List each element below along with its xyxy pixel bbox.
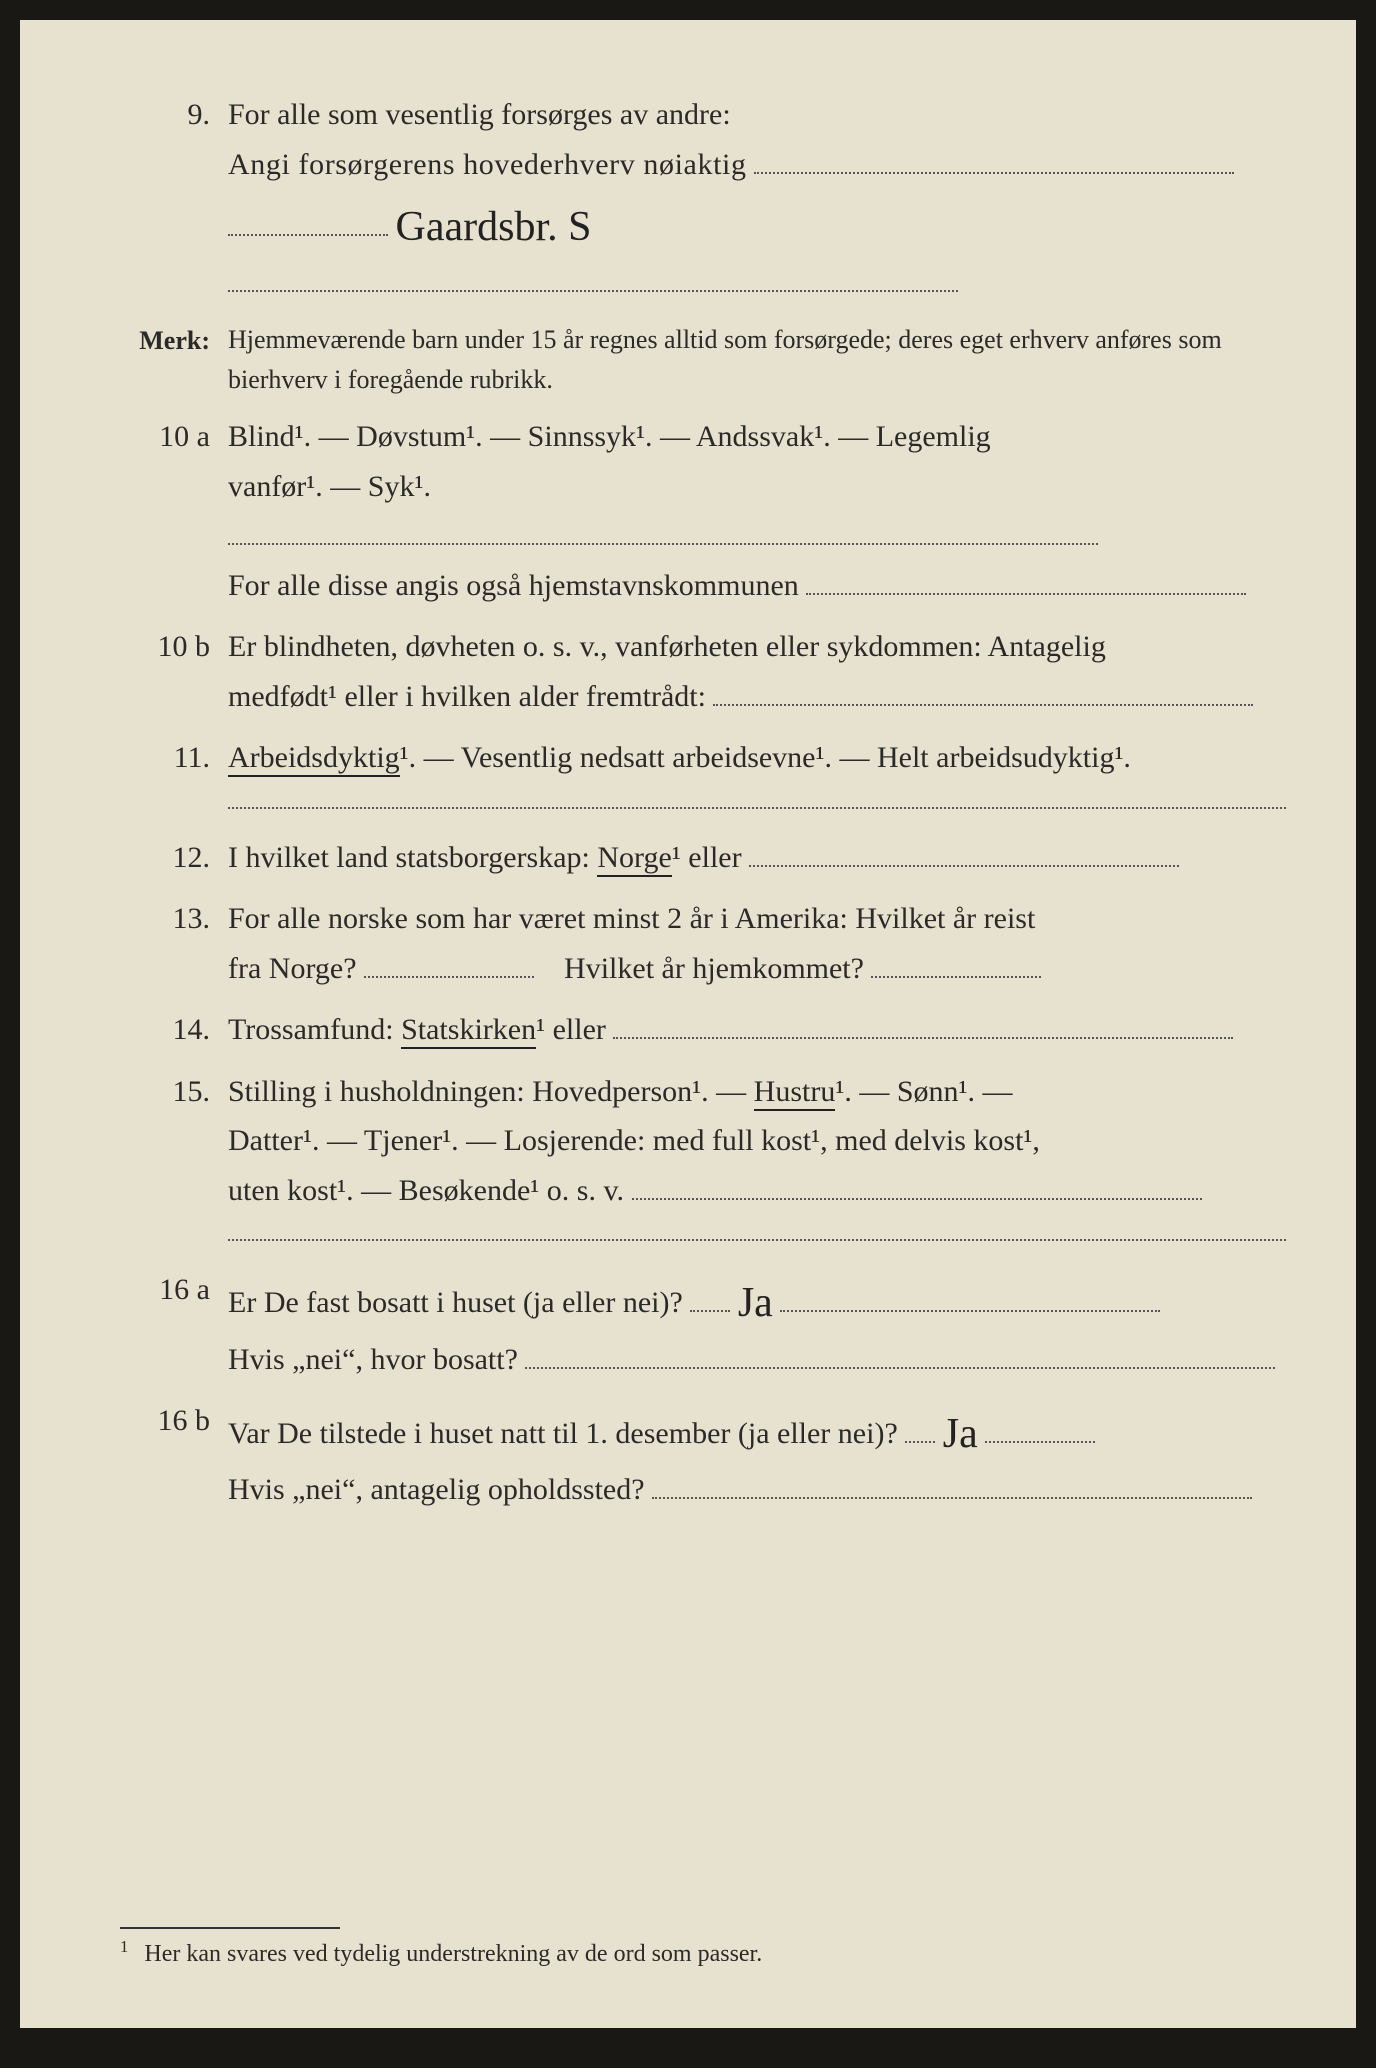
q10a-body: Blind¹. — Døvstum¹. — Sinnssyk¹. — Andss… [228, 412, 1286, 610]
q16b-answer: Ja [943, 1400, 978, 1469]
q12-norge: Norge [597, 841, 671, 877]
q15-fill [632, 1171, 1202, 1200]
q9-line2: Angi forsørgerens hovederhverv nøiaktig [228, 148, 747, 181]
q11-rest: ¹. — Vesentlig nedsatt arbeidsevne¹. — H… [400, 741, 1131, 774]
q15-num: 15. [120, 1067, 228, 1117]
q12-fill [749, 838, 1179, 867]
q14: 14. Trossamfund: Statskirken¹ eller [120, 1005, 1286, 1055]
q13-line2a: fra Norge? [228, 952, 357, 985]
q12-body: I hvilket land statsborgerskap: Norge¹ e… [228, 833, 1286, 883]
q12: 12. I hvilket land statsborgerskap: Norg… [120, 833, 1286, 883]
q16b-fill-1b [985, 1414, 1095, 1443]
q16b-num: 16 b [120, 1396, 228, 1446]
q16b: 16 b Var De tilstede i huset natt til 1.… [120, 1396, 1286, 1515]
q11-arbeidsdyktig: Arbeidsdyktig [228, 741, 400, 777]
q13: 13. For alle norske som har været minst … [120, 894, 1286, 993]
q9-fill-1 [754, 145, 1234, 174]
q16a-l2: Hvis „nei“, hvor bosatt? [228, 1343, 518, 1376]
q12-num: 12. [120, 833, 228, 883]
q14-b: ¹ eller [536, 1013, 606, 1046]
q14-statskirken: Statskirken [401, 1013, 536, 1049]
q10a: 10 a Blind¹. — Døvstum¹. — Sinnssyk¹. — … [120, 412, 1286, 610]
merk-row: Merk: Hjemmeværende barn under 15 år reg… [120, 320, 1286, 401]
q16b-l1: Var De tilstede i huset natt til 1. dese… [228, 1417, 898, 1450]
q9-line1: For alle som vesentlig forsørges av andr… [228, 98, 731, 131]
q16a-body: Er De fast bosatt i huset (ja eller nei)… [228, 1265, 1286, 1384]
q14-body: Trossamfund: Statskirken¹ eller [228, 1005, 1286, 1055]
q10b-line2: medfødt¹ eller i hvilken alder fremtrådt… [228, 680, 706, 713]
q14-a: Trossamfund: [228, 1013, 401, 1046]
q16b-fill-1a [905, 1414, 935, 1443]
q13-num: 13. [120, 894, 228, 944]
divider-2 [228, 1239, 1286, 1241]
q15: 15. Stilling i husholdningen: Hovedperso… [120, 1067, 1286, 1216]
q11-body: Arbeidsdyktig¹. — Vesentlig nedsatt arbe… [228, 733, 1286, 783]
q16a: 16 a Er De fast bosatt i huset (ja eller… [120, 1265, 1286, 1384]
q10a-fill-1 [228, 516, 1098, 545]
q16b-l2: Hvis „nei“, antagelig opholdssted? [228, 1473, 645, 1506]
q13-line1: For alle norske som har været minst 2 år… [228, 902, 1035, 935]
q11: 11. Arbeidsdyktig¹. — Vesentlig nedsatt … [120, 733, 1286, 783]
q11-num: 11. [120, 733, 228, 783]
q10b-num: 10 b [120, 622, 228, 672]
q16a-fill-2 [525, 1340, 1275, 1369]
q10b-fill [713, 677, 1253, 706]
q15-hustru: Hustru [754, 1075, 836, 1111]
q13-line2b: Hvilket år hjemkommet? [564, 952, 864, 985]
q10b-line1: Er blindheten, døvheten o. s. v., vanfør… [228, 630, 1106, 663]
q13-fill-1 [364, 949, 534, 978]
footnote: 1 Her kan svares ved tydelig understrekn… [120, 1927, 1286, 1968]
footnote-num: 1 [120, 1937, 128, 1956]
q15-l1a: Stilling i husholdningen: Hovedperson¹. … [228, 1075, 754, 1108]
q10a-line1: Blind¹. — Døvstum¹. — Sinnssyk¹. — Andss… [228, 420, 991, 453]
q15-l1b: ¹. — Sønn¹. — [835, 1075, 1012, 1108]
footnote-rule [120, 1927, 340, 1929]
q13-body: For alle norske som har været minst 2 år… [228, 894, 1286, 993]
q14-num: 14. [120, 1005, 228, 1055]
footnote-text: Her kan svares ved tydelig understreknin… [144, 1941, 762, 1967]
q10a-line3: For alle disse angis også hjemstavnskomm… [228, 569, 799, 602]
q9: 9. For alle som vesentlig forsørges av a… [120, 90, 1286, 308]
q16a-fill-1b [780, 1283, 1160, 1312]
q10a-line2: vanfør¹. — Syk¹. [228, 470, 431, 503]
q9-fill-2b [228, 263, 958, 292]
q14-fill [613, 1010, 1233, 1039]
q12-b: ¹ eller [672, 841, 742, 874]
divider-1 [228, 807, 1286, 809]
q10a-num: 10 a [120, 412, 228, 462]
q15-body: Stilling i husholdningen: Hovedperson¹. … [228, 1067, 1286, 1216]
q16a-l1: Er De fast bosatt i huset (ja eller nei)… [228, 1286, 683, 1319]
merk-label: Merk: [120, 320, 228, 363]
q10b-body: Er blindheten, døvheten o. s. v., vanfør… [228, 622, 1286, 721]
q10b: 10 b Er blindheten, døvheten o. s. v., v… [120, 622, 1286, 721]
q13-fill-2 [871, 949, 1041, 978]
q15-l2: Datter¹. — Tjener¹. — Losjerende: med fu… [228, 1124, 1040, 1157]
q12-a: I hvilket land statsborgerskap: [228, 841, 597, 874]
merk-text: Hjemmeværende barn under 15 år regnes al… [228, 320, 1286, 401]
q16b-body: Var De tilstede i huset natt til 1. dese… [228, 1396, 1286, 1515]
q9-fill-2a [228, 207, 388, 236]
q9-handwritten: Gaardsbr. S [396, 193, 592, 262]
q9-body: For alle som vesentlig forsørges av andr… [228, 90, 1286, 308]
q16b-fill-2 [652, 1470, 1252, 1499]
q15-l3: uten kost¹. — Besøkende¹ o. s. v. [228, 1174, 624, 1207]
q16a-fill-1a [690, 1283, 730, 1312]
q10a-fill-2 [806, 566, 1246, 595]
q9-num: 9. [120, 90, 228, 140]
q16a-answer: Ja [738, 1269, 773, 1338]
census-form-page: 9. For alle som vesentlig forsørges av a… [20, 20, 1356, 2028]
q16a-num: 16 a [120, 1265, 228, 1315]
